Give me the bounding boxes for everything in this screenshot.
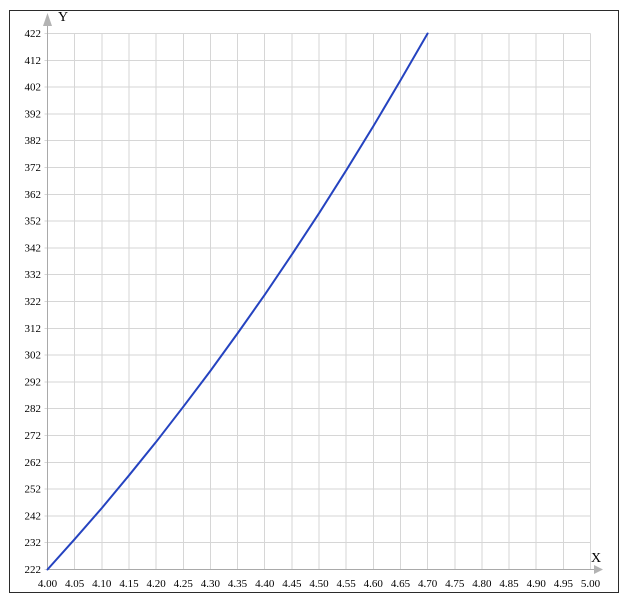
y-tick-label: 252 [25,484,42,496]
y-tick-label: 272 [25,430,42,442]
y-tick-label: 282 [25,403,42,415]
y-tick-label: 342 [25,242,42,254]
y-tick-label: 222 [25,564,42,576]
y-tick-label: 292 [25,376,42,388]
x-tick-label: 4.85 [499,578,519,590]
y-tick-label: 382 [25,135,42,147]
y-tick-label: 352 [25,216,42,228]
x-tick-label: 4.15 [119,578,139,590]
y-tick-label: 332 [25,269,42,281]
y-tick-label: 412 [25,55,42,67]
x-tick-label: 4.30 [201,578,221,590]
y-tick-label: 242 [25,510,42,522]
y-tick-label: 312 [25,323,42,335]
y-axis-title: Y [58,10,68,25]
y-tick-label: 372 [25,162,42,174]
x-tick-label: 4.75 [445,578,465,590]
x-tick-label: 4.90 [527,578,547,590]
x-tick-label: 4.00 [38,578,58,590]
y-tick-label: 232 [25,537,42,549]
x-tick-label: 4.40 [255,578,275,590]
x-tick-label: 4.10 [92,578,112,590]
x-tick-label: 4.05 [65,578,85,590]
x-tick-label: 4.70 [418,578,438,590]
y-tick-label: 422 [25,28,42,40]
x-tick-label: 4.50 [309,578,329,590]
x-tick-label: 4.65 [391,578,411,590]
y-axis-arrow-icon [43,13,52,26]
x-axis-title: X [591,551,601,566]
y-tick-label: 362 [25,189,42,201]
series-line [46,32,429,571]
x-tick-label: 4.20 [146,578,166,590]
x-tick-label: 4.95 [554,578,574,590]
y-tick-label: 302 [25,350,42,362]
x-axis-arrow-icon [594,565,603,574]
x-tick-label: 4.45 [282,578,302,590]
y-tick-label: 322 [25,296,42,308]
x-tick-label: 4.80 [472,578,492,590]
x-tick-label: 4.35 [228,578,248,590]
y-tick-label: 402 [25,82,42,94]
x-tick-label: 4.25 [174,578,194,590]
y-tick-label: 392 [25,108,42,120]
x-tick-label: 5.00 [581,578,601,590]
y-tick-label: 262 [25,457,42,469]
x-tick-label: 4.55 [337,578,357,590]
x-tick-label: 4.60 [364,578,384,590]
